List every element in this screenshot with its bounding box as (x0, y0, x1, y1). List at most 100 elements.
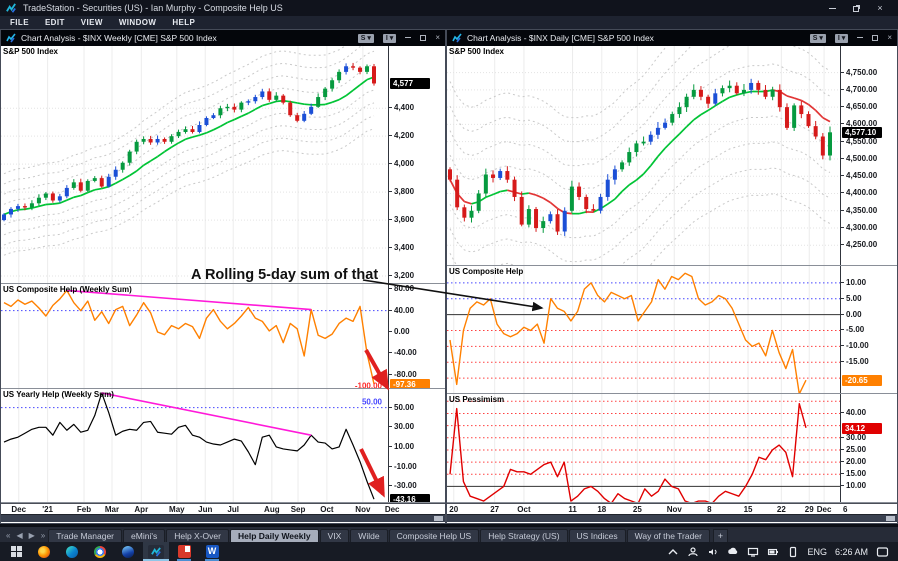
taskbar-app-red-tile[interactable] (171, 542, 197, 561)
tray-display-icon[interactable] (747, 546, 759, 558)
app-restore-button[interactable] (844, 0, 868, 16)
workspace-tab-trade-manager[interactable]: Trade Manager (48, 529, 123, 542)
plot-daily-pessimism[interactable] (447, 394, 840, 502)
pane-daily-composite[interactable]: 10.00 5.00 0.00 -5.00 -10.00 -15.00 -20.65 US … (447, 266, 897, 394)
workspace-tab-emini-s[interactable]: eMini's (123, 529, 166, 542)
interval-dropdown-button[interactable]: I ▾ (382, 33, 397, 43)
window-maximize-button[interactable] (872, 30, 879, 46)
axis-tick-label: 0.00 (389, 327, 410, 336)
tab-nav-button-0[interactable]: « (6, 531, 11, 540)
menu-window[interactable]: WINDOW (118, 18, 157, 27)
window-maximize-button[interactable] (420, 30, 427, 46)
menubar: FILE EDIT VIEW WINDOW HELP (0, 16, 898, 29)
windows-taskbar: W ENG 6:26 AM (0, 542, 898, 561)
workspace-tab-help-x-over[interactable]: Help X-Over (166, 529, 229, 542)
workspace-tab-us-indices[interactable]: US Indices (568, 529, 626, 542)
workspace-tab-wilde[interactable]: Wilde (350, 529, 388, 542)
workspace-tab-vix[interactable]: VIX (319, 529, 350, 542)
horizontal-scrollbar[interactable] (447, 514, 897, 522)
time-axis-weekly[interactable]: Dec '21 Feb Mar Apr May Jun Jul Aug Sep Oct Nov Dec (1, 503, 445, 514)
workspace-tab-composite-help-us[interactable]: Composite Help US (388, 529, 480, 542)
tab-nav-button-2[interactable]: ▶ (28, 531, 35, 540)
workspace-tab-way-of-the-trader[interactable]: Way of the Trader (626, 529, 710, 542)
drawing-annotation-text: A Rolling 5-day sum of that (191, 267, 379, 283)
tray-clock[interactable]: 6:26 AM (834, 546, 868, 557)
plot-daily-composite[interactable] (447, 266, 840, 393)
time-axis-label: Dec (816, 505, 832, 514)
axis-tick-label: 10.00 (389, 441, 415, 451)
indicator-axis-weekly-composite[interactable]: 80.00 40.00 0.00 -40.00 -80.00 -97.36 (388, 284, 445, 388)
tab-nav-button-3[interactable]: » (40, 531, 46, 540)
pane-daily-price[interactable]: 4,750.00 4,700.00 4,650.00 4,600.00 4,550.00… (447, 46, 897, 266)
tradestation-logo-icon (6, 2, 16, 13)
tray-volume-icon[interactable] (707, 546, 719, 558)
app-minimize-button[interactable] (820, 0, 844, 16)
new-workspace-tab-button[interactable]: + (712, 529, 729, 542)
tray-battery-icon[interactable] (767, 546, 779, 558)
menu-file[interactable]: FILE (10, 18, 29, 27)
plot-weekly-price[interactable] (1, 46, 388, 283)
indicator-axis-weekly-yearly[interactable]: 50.00 30.00 10.00 -10.00 -30.00 -43.16 (388, 389, 445, 502)
scrollbar-thumb[interactable] (434, 516, 443, 521)
plot-weekly-yearly[interactable]: 50.00 (1, 389, 388, 502)
tray-language-label[interactable]: ENG (807, 546, 827, 557)
axis-tick-label: 3,800 (389, 187, 415, 197)
indicator-label: US Composite Help (Weekly Sum) (3, 285, 132, 294)
time-axis-label: 20 (449, 505, 459, 514)
tray-chevron-up-icon[interactable] (667, 546, 679, 558)
price-axis-daily[interactable]: 4,750.00 4,700.00 4,650.00 4,600.00 4,550.00… (840, 46, 897, 265)
symbol-label: S&P 500 Index (3, 47, 58, 56)
pane-daily-pessimism[interactable]: 40.00 30.00 25.00 20.00 15.00 10.00 34.12 US P… (447, 394, 897, 503)
pane-weekly-composite[interactable]: -100.00 80.00 40.00 0.00 -40.00 -80.00 -97.36… (1, 284, 445, 389)
pane-weekly-price[interactable]: 4,400 4,200 4,000 3,800 3,600 3,400 3,200 4,577… (1, 46, 445, 284)
tray-phone-icon[interactable] (787, 546, 799, 558)
chart-window-daily-titlebar[interactable]: Chart Analysis - $INX Daily [CME] S&P 50… (447, 30, 897, 46)
window-close-button[interactable]: × (887, 33, 892, 42)
taskbar-app-firefox[interactable] (31, 542, 57, 561)
time-axis-label: Apr (134, 505, 149, 514)
chart-window-weekly-titlebar[interactable]: Chart Analysis - $INX Weekly [CME] S&P 5… (1, 30, 445, 46)
taskbar-app-blue-swirl[interactable] (115, 542, 141, 561)
time-axis-daily[interactable]: 20 27 Oct 11 18 25 Nov 8 15 22 29 Dec 6 (447, 503, 897, 514)
axis-tick-label: 80.00 (389, 284, 415, 294)
plot-daily-price[interactable] (447, 46, 840, 265)
pane-weekly-yearly[interactable]: 50.00 50.00 30.00 10.00 -10.00 -30.00 -43.16 … (1, 389, 445, 503)
indicator-axis-daily-pessimism[interactable]: 40.00 30.00 25.00 20.00 15.00 10.00 34.12 (840, 394, 897, 502)
time-axis-label: 18 (597, 505, 607, 514)
chart-window-weekly-title: Chart Analysis - $INX Weekly [CME] S&P 5… (21, 33, 217, 43)
taskbar-app-chrome[interactable] (87, 542, 113, 561)
axis-tick-label: 4,750.00 (841, 67, 878, 77)
indicator-axis-daily-composite[interactable]: 10.00 5.00 0.00 -5.00 -10.00 -15.00 -20.65 (840, 266, 897, 393)
window-minimize-button[interactable] (405, 30, 412, 46)
app-window-controls: × (820, 0, 892, 16)
taskbar-app-edge[interactable] (59, 542, 85, 561)
workspace-tab-help-daily-weekly[interactable]: Help Daily Weekly (229, 529, 319, 542)
window-close-button[interactable]: × (435, 33, 440, 42)
menu-edit[interactable]: EDIT (44, 18, 65, 27)
plot-weekly-composite[interactable]: -100.00 (1, 284, 388, 388)
interval-dropdown-button[interactable]: I ▾ (834, 33, 849, 43)
tab-nav-button-1[interactable]: ◀ (16, 531, 23, 540)
tray-onedrive-cloud-icon[interactable] (727, 546, 739, 558)
style-dropdown-button[interactable]: S ▾ (357, 33, 374, 43)
axis-tick-label: 3,200 (389, 271, 415, 280)
taskbar-app-word[interactable]: W (199, 542, 225, 561)
menu-help[interactable]: HELP (172, 18, 196, 27)
window-minimize-button[interactable] (857, 30, 864, 46)
start-square (16, 546, 22, 551)
menu-view[interactable]: VIEW (80, 18, 103, 27)
axis-tick-label: -10.00 (389, 461, 417, 471)
indicator-label: US Yearly Help (Weekly Sum) (3, 390, 114, 399)
tray-notification-icon[interactable] (876, 546, 889, 558)
scrollbar-thumb[interactable] (886, 516, 895, 521)
workspace-tab-help-strategy-us-[interactable]: Help Strategy (US) (480, 529, 568, 542)
time-axis-label: Jul (227, 505, 239, 514)
style-dropdown-button[interactable]: S ▾ (809, 33, 826, 43)
taskbar-app-tradestation[interactable] (143, 542, 169, 561)
horizontal-scrollbar[interactable] (1, 514, 445, 522)
app-close-button[interactable]: × (877, 3, 883, 13)
price-axis-weekly[interactable]: 4,400 4,200 4,000 3,800 3,600 3,400 3,200 4,577 (388, 46, 445, 283)
tray-person-icon[interactable] (687, 546, 699, 558)
axis-tick-label: 3,600 (389, 215, 415, 225)
taskbar-app-start[interactable] (3, 542, 29, 561)
